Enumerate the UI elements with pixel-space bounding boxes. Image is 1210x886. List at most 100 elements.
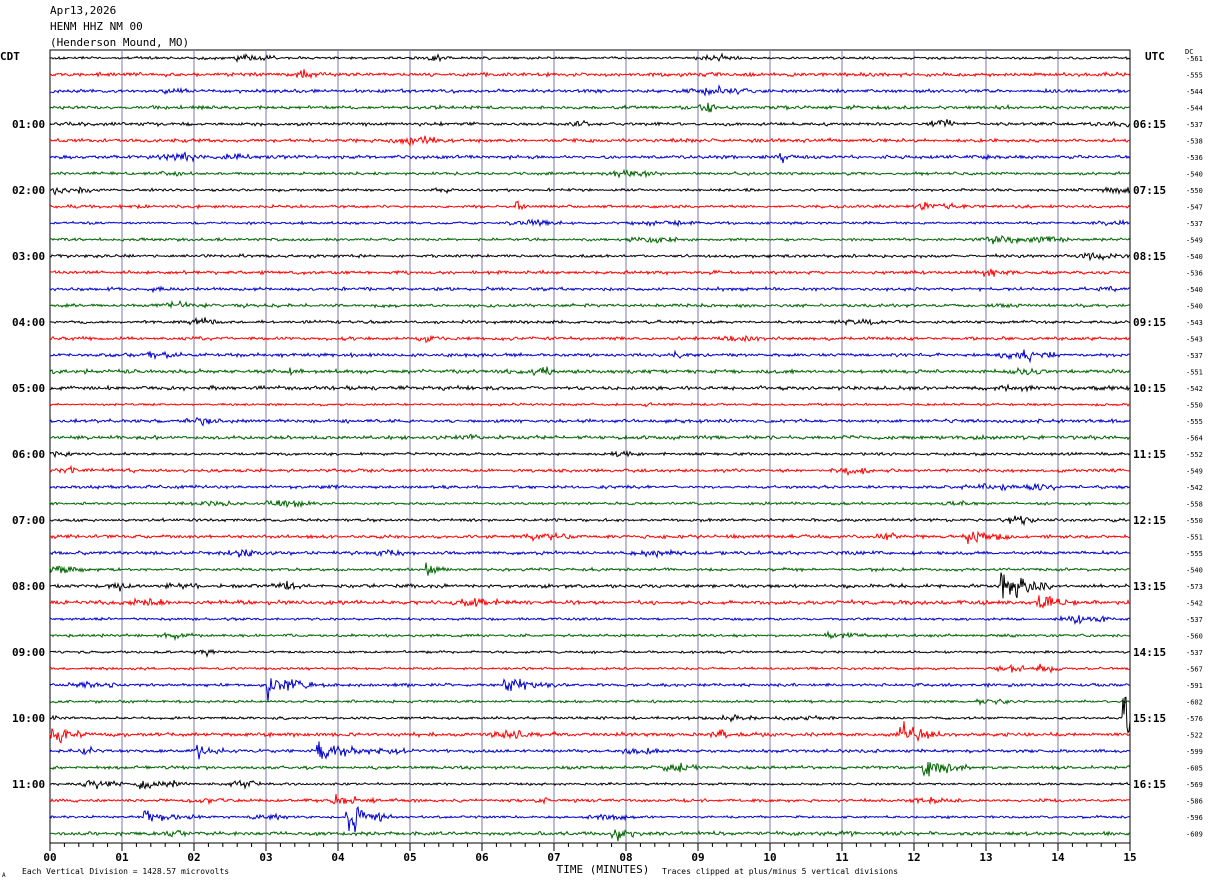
dc-offset-label: -596 (1186, 814, 1203, 822)
seismic-trace (49, 483, 1131, 492)
dc-title: DC (1185, 48, 1194, 56)
dc-offset-label: -551 (1186, 534, 1203, 542)
seismic-trace (49, 450, 1131, 459)
dc-offset-label: -573 (1186, 583, 1203, 591)
dc-offset-label: -544 (1186, 88, 1203, 96)
dc-offset-label: -537 (1186, 616, 1203, 624)
seismic-trace (49, 678, 1131, 703)
dc-offset-label: -560 (1186, 633, 1203, 641)
dc-offset-label: -547 (1186, 204, 1203, 212)
left-hour-label: 01:00 (12, 118, 45, 131)
right-hour-label: 07:15 (1133, 184, 1166, 197)
seismic-trace (49, 595, 1131, 609)
dc-offset-label: -555 (1186, 550, 1203, 558)
x-tick-label: 01 (115, 851, 129, 864)
station-location: (Henderson Mound, MO) (50, 36, 190, 49)
seismic-trace (49, 648, 1131, 658)
seismic-trace (50, 84, 1131, 97)
seismic-trace (49, 806, 1131, 833)
seismic-trace (49, 779, 1131, 790)
seismic-trace (49, 334, 1131, 344)
plot-frame (49, 49, 1131, 844)
right-hour-label: 06:15 (1133, 118, 1166, 131)
seismic-trace (49, 741, 1131, 760)
left-hour-label: 05:00 (12, 382, 45, 395)
dc-offset-label: -537 (1186, 649, 1203, 657)
dc-offset-label: -536 (1186, 270, 1203, 278)
x-tick-label: 05 (403, 851, 416, 864)
dc-offset-label: -550 (1186, 402, 1203, 410)
clip-note: Traces clipped at plus/minus 5 vertical … (662, 867, 899, 876)
right-hour-label: 12:15 (1133, 514, 1166, 527)
dc-offset-label: -542 (1186, 385, 1203, 393)
seismic-trace (49, 135, 1131, 148)
corner-mark: A (2, 872, 6, 879)
right-hour-label: 08:15 (1133, 250, 1166, 263)
seismic-trace (49, 299, 1131, 309)
seismic-trace (49, 383, 1131, 393)
dc-offset-label: -540 (1186, 567, 1203, 575)
seismic-trace (49, 416, 1131, 427)
seismic-trace (49, 530, 1131, 545)
dc-offset-label: -550 (1186, 517, 1203, 525)
seismic-trace (49, 316, 1131, 327)
seismic-trace (49, 433, 1131, 441)
dc-offset-label: -543 (1186, 336, 1203, 344)
seismic-trace (49, 562, 1131, 576)
seismic-trace (49, 696, 1131, 735)
x-tick-label: 04 (331, 851, 345, 864)
seismic-trace (49, 401, 1131, 408)
left-hour-label: 04:00 (12, 316, 45, 329)
x-tick-label: 07 (547, 851, 560, 864)
dc-offset-label: -540 (1186, 303, 1203, 311)
x-tick-label: 12 (907, 851, 920, 864)
left-hour-label: 06:00 (12, 448, 45, 461)
dc-offset-label: -605 (1186, 765, 1203, 773)
seismic-trace (49, 366, 1131, 377)
x-tick-label: 08 (619, 851, 632, 864)
seismic-trace (49, 102, 1131, 113)
seismic-trace (49, 829, 1131, 842)
dc-offset-label: -599 (1186, 748, 1203, 756)
dc-offset-label: -561 (1186, 55, 1203, 63)
dc-offset-label: -602 (1186, 699, 1203, 707)
seismic-trace (49, 69, 1131, 80)
dc-offset-label: -542 (1186, 600, 1203, 608)
dc-offset-label: -537 (1186, 352, 1203, 360)
dc-offset-label: -569 (1186, 781, 1203, 789)
dc-offset-label: -558 (1186, 501, 1203, 509)
x-tick-label: 14 (1051, 851, 1065, 864)
seismic-trace (49, 285, 1131, 294)
dc-offset-label: -537 (1186, 220, 1203, 228)
dc-offset-label: -542 (1186, 484, 1203, 492)
right-hour-label: 14:15 (1133, 646, 1166, 659)
left-hour-label: 09:00 (12, 646, 45, 659)
seismic-trace (49, 572, 1131, 599)
dc-offset-label: -551 (1186, 369, 1203, 377)
chart-date: Apr13,2026 (50, 4, 117, 17)
seismic-trace (49, 614, 1131, 626)
seismic-trace (49, 761, 1131, 777)
division-note: Each Vertical Division = 1428.57 microvo… (22, 867, 230, 876)
dc-offset-label: -550 (1186, 187, 1203, 195)
seismic-trace (49, 349, 1131, 364)
dc-offset-label: -609 (1186, 831, 1203, 839)
left-hour-label: 03:00 (12, 250, 45, 263)
dc-offset-label: -537 (1186, 121, 1203, 129)
seismic-trace (49, 630, 1131, 642)
seismic-trace (49, 548, 1131, 559)
seismic-trace (49, 721, 1131, 744)
seismic-trace (49, 499, 1131, 509)
x-tick-label: 11 (835, 851, 849, 864)
x-tick-label: 09 (691, 851, 704, 864)
left-hour-label: 08:00 (12, 580, 45, 593)
dc-offset-label: -536 (1186, 154, 1203, 162)
x-tick-label: 03 (259, 851, 272, 864)
x-tick-label: 02 (187, 851, 200, 864)
x-tick-label: 13 (979, 851, 992, 864)
seismic-trace (49, 794, 1131, 806)
seismic-trace (49, 200, 1131, 211)
seismic-trace (49, 186, 1131, 196)
dc-offset-label: -549 (1186, 237, 1203, 245)
seismic-trace (49, 663, 1131, 674)
